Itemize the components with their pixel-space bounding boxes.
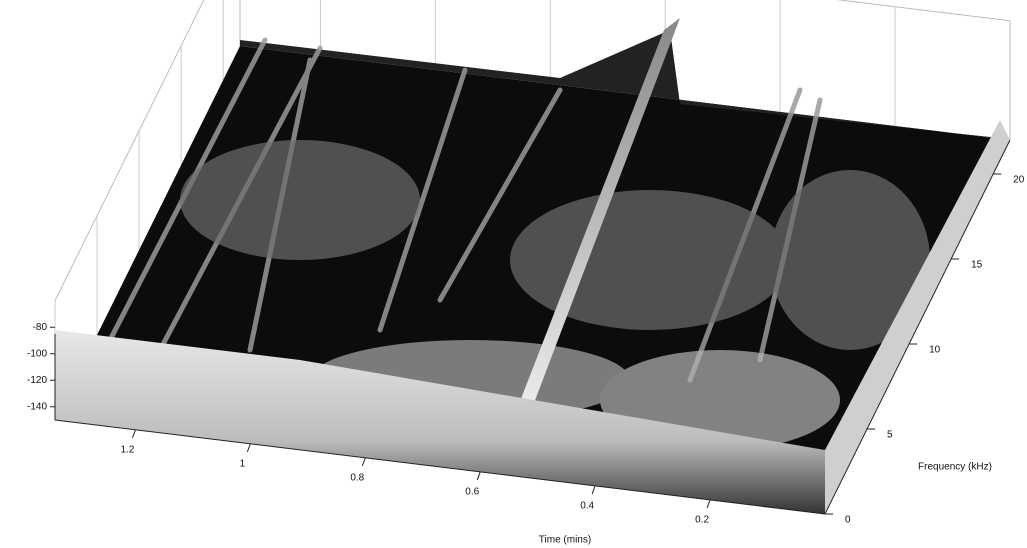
z-tick-label: -80 <box>33 322 48 333</box>
x-tick-label: 0.8 <box>350 473 364 484</box>
x-tick-label: 1.2 <box>120 444 134 455</box>
x-tick <box>477 472 480 480</box>
x-tick <box>592 486 595 494</box>
chart: Time (mins) Frequency (kHz) 1.2 1 0.8 0.6 0.… <box>0 0 1027 548</box>
z-tick-label: -140 <box>27 401 47 412</box>
x-tick <box>247 444 250 452</box>
x-tick-label: 0.2 <box>695 515 709 526</box>
y-tick-label: 15 <box>971 260 983 271</box>
y-tick-label: 20 <box>1013 175 1025 186</box>
x-tick <box>132 430 135 438</box>
x-tick-label: 0.4 <box>580 501 594 512</box>
x-tick <box>707 500 710 508</box>
surface <box>55 18 1010 514</box>
z-tick-label: -100 <box>27 348 47 359</box>
y-tick-label: 10 <box>929 345 941 356</box>
z-tick-label: -120 <box>27 375 47 386</box>
box-edge <box>240 0 1010 21</box>
y-axis-label: Frequency (kHz) <box>918 462 992 473</box>
x-tick-label: 1 <box>240 458 246 469</box>
x-tick <box>362 458 365 466</box>
y-tick-label: 5 <box>887 430 893 441</box>
x-axis-label: Time (mins) <box>539 535 591 546</box>
x-tick-label: 0.6 <box>465 487 479 498</box>
y-tick-label: 0 <box>845 515 851 526</box>
